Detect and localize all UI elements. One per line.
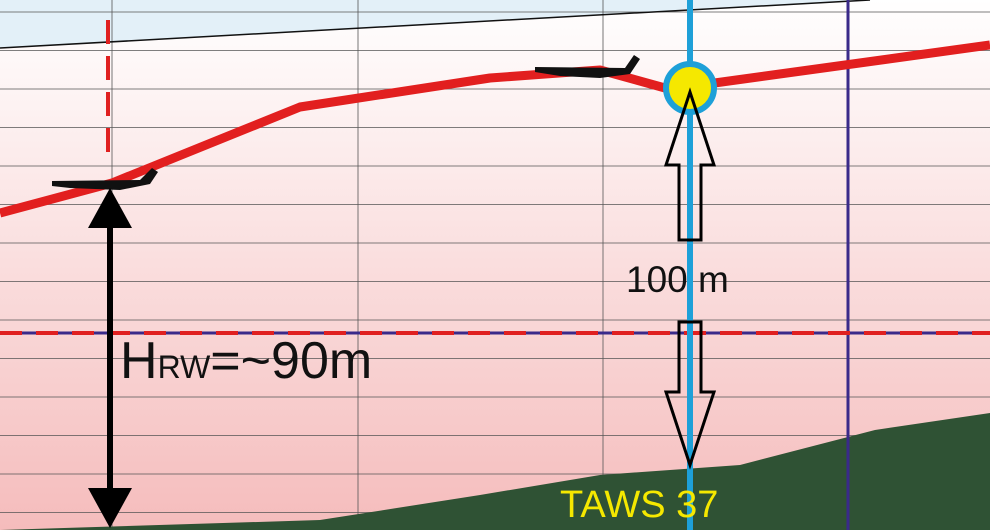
height-value: =~90m (210, 332, 372, 390)
boundary-line (0, 0, 871, 49)
distance-label: 100 m (626, 259, 729, 300)
height-subscript: RW (158, 349, 212, 385)
height-label: HRW=~90m (120, 332, 372, 390)
taws-label: TAWS 37 (560, 484, 718, 526)
terrain (0, 413, 990, 530)
height-symbol: H (120, 332, 158, 390)
distance-arrows (663, 87, 717, 470)
aircraft (52, 55, 640, 190)
height-arrow (88, 188, 132, 528)
